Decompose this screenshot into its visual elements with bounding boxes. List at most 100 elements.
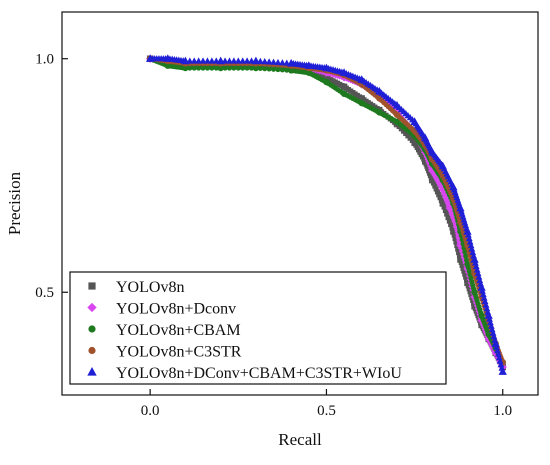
data-point <box>213 65 219 71</box>
data-point <box>270 58 277 65</box>
data-point <box>278 59 286 66</box>
data-point <box>467 241 475 249</box>
data-point <box>257 65 263 71</box>
data-point <box>476 276 484 284</box>
data-point <box>456 249 462 256</box>
legend-entry: YOLOv8n+C3STR <box>116 344 242 361</box>
legend-marker <box>87 366 97 376</box>
data-point <box>196 65 202 71</box>
data-point <box>439 200 446 207</box>
data-point <box>455 246 461 252</box>
data-point <box>248 65 255 71</box>
y-tick-label: 1.0 <box>35 52 54 68</box>
legend: YOLOv8n YOLOv8n+Dconv YOLOv8n+CBAM YOLOv8n+… <box>69 271 447 385</box>
data-point <box>479 287 486 294</box>
legend-entry: YOLOv8n+DConv+CBAM+C3STR+WIoU <box>116 365 402 382</box>
data-point <box>482 301 490 308</box>
data-point <box>490 332 498 340</box>
data-point <box>230 57 238 64</box>
x-tick-label: 0.0 <box>141 403 160 419</box>
data-point <box>437 195 443 201</box>
data-point <box>464 279 471 287</box>
data-point <box>468 291 474 298</box>
chart-axes: 0.0 0.5 1.0 0.5 1.0 <box>35 52 512 419</box>
data-point <box>449 225 455 231</box>
x-tick-label: 0.5 <box>317 403 336 419</box>
legend-box <box>69 271 447 385</box>
data-point <box>497 361 505 368</box>
data-point <box>204 57 211 64</box>
data-point <box>199 57 207 64</box>
data-point <box>195 57 203 64</box>
data-point <box>274 58 282 66</box>
data-point <box>275 66 281 73</box>
data-point <box>429 176 436 184</box>
data-point <box>226 57 233 64</box>
data-point <box>486 315 493 322</box>
data-point <box>222 65 228 71</box>
data-point <box>428 166 437 175</box>
data-point <box>243 57 251 64</box>
data-point <box>442 207 449 214</box>
legend-marker <box>87 302 97 313</box>
data-point <box>240 65 246 71</box>
data-point <box>479 290 487 298</box>
data-point <box>487 322 495 329</box>
data-point <box>190 57 198 64</box>
data-point <box>464 231 472 238</box>
data-point <box>472 262 480 270</box>
data-point <box>458 259 464 266</box>
data-point <box>433 186 439 192</box>
data-point <box>491 339 500 347</box>
data-point <box>460 265 466 271</box>
series-4 <box>145 54 507 375</box>
data-point <box>187 65 193 71</box>
data-point <box>445 214 451 221</box>
data-point <box>474 269 482 277</box>
data-point <box>444 211 450 217</box>
data-point <box>489 329 497 336</box>
data-point <box>465 283 471 289</box>
data-point <box>226 65 233 71</box>
data-point <box>234 57 242 64</box>
data-point <box>256 57 264 64</box>
data-point <box>266 66 272 72</box>
data-point <box>483 304 491 312</box>
data-point <box>463 274 469 280</box>
plot-frame <box>61 11 539 396</box>
y-tick-label: 0.5 <box>35 285 54 301</box>
data-point <box>477 283 486 291</box>
legend-entry: YOLOv8n+Dconv <box>116 301 236 318</box>
data-point <box>473 266 481 273</box>
data-point <box>239 57 247 64</box>
data-point <box>453 239 459 245</box>
data-point <box>466 238 474 245</box>
data-point <box>432 183 438 189</box>
data-point <box>217 64 224 72</box>
data-point <box>488 325 496 333</box>
data-point <box>452 235 458 242</box>
data-point <box>463 253 469 259</box>
data-point <box>463 227 472 235</box>
data-point <box>457 256 464 263</box>
data-point <box>262 66 268 72</box>
data-point <box>430 180 437 186</box>
legend-marker <box>88 346 96 355</box>
data-point <box>208 57 216 64</box>
data-point <box>270 66 277 72</box>
data-point <box>487 318 494 326</box>
x-axis-title: Recall <box>278 430 322 449</box>
data-point <box>450 228 457 235</box>
data-point <box>456 253 463 259</box>
data-point <box>480 294 488 301</box>
data-point <box>209 65 215 71</box>
data-point <box>456 241 465 250</box>
data-point <box>472 259 479 266</box>
data-point <box>475 273 483 280</box>
data-point <box>498 367 507 375</box>
data-point <box>470 255 479 263</box>
data-point <box>235 65 241 71</box>
data-point <box>469 248 477 256</box>
